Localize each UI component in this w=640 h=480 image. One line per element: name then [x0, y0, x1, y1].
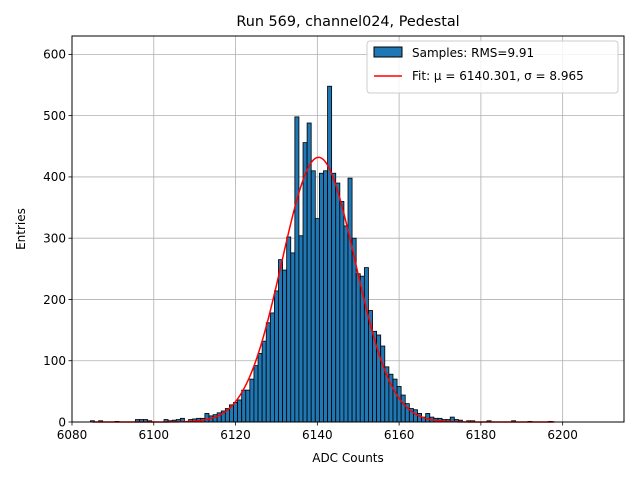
histogram-bar — [257, 352, 263, 423]
histogram-bar — [273, 290, 279, 423]
histogram-bar — [237, 399, 243, 423]
histogram-bar — [335, 182, 341, 423]
histogram-bar — [253, 365, 259, 423]
histogram-bar — [302, 142, 308, 423]
y-tick-label: 100 — [43, 354, 66, 368]
histogram-bar — [265, 322, 271, 423]
histogram-bar — [355, 273, 361, 423]
histogram-bar — [241, 389, 247, 423]
x-tick-label: 6200 — [547, 428, 578, 442]
histogram-bar — [286, 236, 292, 423]
histogram-bar — [396, 386, 402, 423]
histogram-bar — [233, 401, 238, 423]
legend: Samples: RMS=9.91 Fit: μ = 6140.301, σ =… — [366, 40, 619, 94]
x-tick-label: 6160 — [384, 428, 415, 442]
y-tick-label: 400 — [43, 170, 66, 184]
histogram-bar — [278, 259, 283, 423]
histogram-bar — [261, 340, 267, 423]
histogram-bar — [204, 413, 210, 423]
legend-bar-swatch — [373, 46, 403, 58]
histogram-bar — [331, 172, 337, 423]
histogram-bar — [298, 235, 304, 423]
x-tick-label: 6140 — [302, 428, 333, 442]
histogram-bar — [347, 177, 353, 423]
histogram-bar — [269, 312, 275, 423]
x-tick-label: 6100 — [139, 428, 170, 442]
histogram-bar — [323, 170, 328, 423]
histogram-bar — [294, 116, 300, 423]
y-tick-label: 0 — [58, 415, 66, 429]
histogram-bar — [327, 85, 333, 423]
chart-title: Run 569, channel024, Pedestal — [236, 14, 459, 30]
histogram-bar — [245, 389, 251, 423]
y-axis-ticks: 0 100 200 300 400 500 600 — [43, 48, 72, 429]
y-tick-label: 600 — [43, 48, 66, 62]
x-axis-ticks: 6080 6100 6120 6140 6160 6180 6200 — [57, 422, 578, 442]
x-tick-label: 6180 — [466, 428, 497, 442]
x-axis-label: ADC Counts — [312, 451, 384, 465]
histogram-bar — [343, 225, 349, 423]
histogram-bar — [290, 252, 296, 423]
legend-box — [366, 40, 619, 94]
y-tick-label: 200 — [43, 293, 66, 307]
histogram-bar — [314, 218, 320, 423]
legend-label-samples: Samples: RMS=9.91 — [412, 46, 534, 60]
x-tick-label: 6120 — [220, 428, 251, 442]
histogram-bar — [380, 345, 386, 423]
histogram-bar — [339, 201, 345, 423]
histogram-bar — [413, 409, 418, 423]
x-tick-label: 6080 — [57, 428, 88, 442]
y-axis-label: Entries — [14, 208, 28, 250]
histogram-bar — [363, 267, 369, 423]
histogram-bar — [400, 394, 406, 423]
y-tick-label: 500 — [43, 109, 66, 123]
y-tick-label: 300 — [43, 231, 66, 245]
histogram-bar — [318, 172, 324, 423]
plot-area-frame — [71, 35, 625, 423]
histogram-bar — [282, 269, 288, 423]
histogram-bar — [310, 170, 316, 423]
histogram-bar — [249, 378, 255, 423]
legend-label-fit: Fit: μ = 6140.301, σ = 8.965 — [412, 69, 584, 83]
histogram-bar — [392, 378, 398, 423]
